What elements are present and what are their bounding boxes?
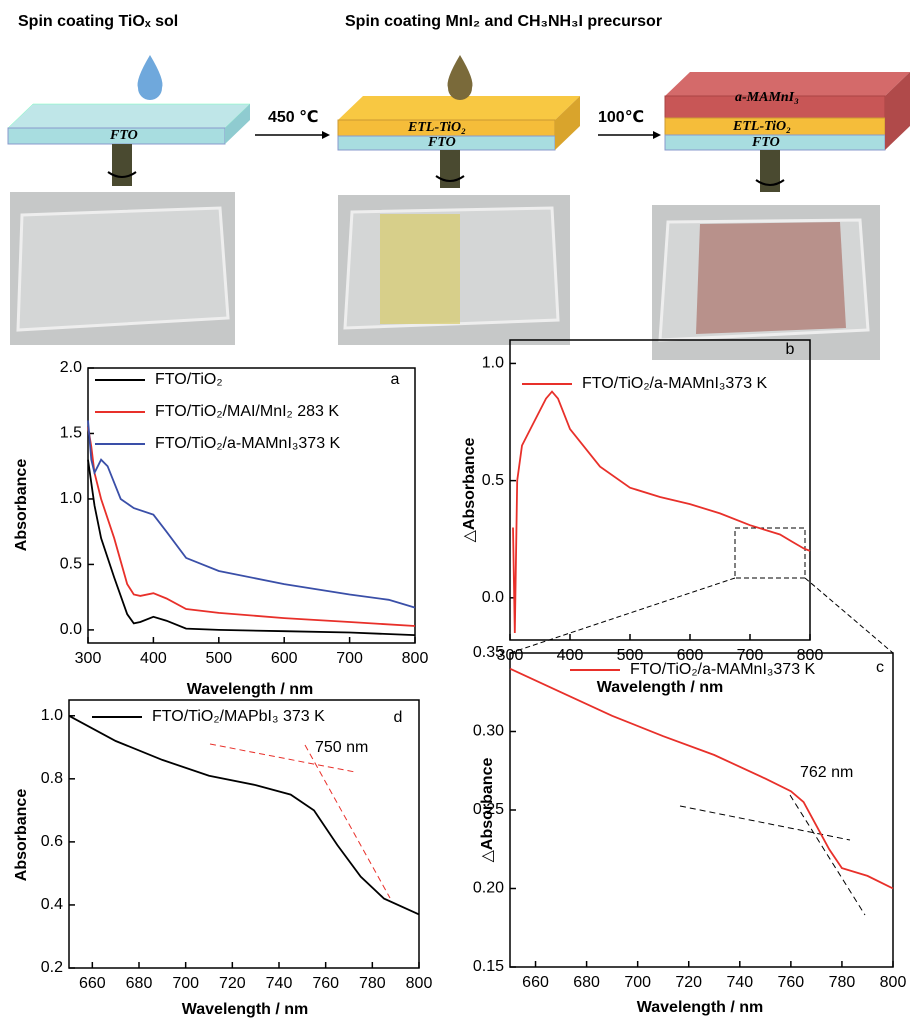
y-tick-label: 0.2 bbox=[41, 959, 63, 976]
arrow-label: 450 ℃ bbox=[268, 109, 319, 126]
x-tick-label: 720 bbox=[219, 975, 246, 992]
x-tick-label: 740 bbox=[726, 974, 753, 991]
x-tick-label: 720 bbox=[675, 974, 702, 991]
y-axis-label: Absorbance bbox=[13, 459, 30, 552]
x-tick-label: 700 bbox=[336, 650, 363, 667]
annotation: 750 nm bbox=[315, 739, 368, 756]
legend-label: FTO/TiO₂/MAI/MnI₂ 283 K bbox=[155, 403, 339, 420]
layer-label: FTO bbox=[751, 135, 780, 150]
layer-label: FTO bbox=[427, 135, 456, 150]
x-tick-label: 660 bbox=[522, 974, 549, 991]
tangent-line bbox=[305, 745, 390, 898]
panel-label: c bbox=[876, 659, 884, 676]
x-tick-label: 780 bbox=[359, 975, 386, 992]
y-tick-label: 1.0 bbox=[482, 355, 504, 372]
y-axis-label: △Absorbance bbox=[461, 438, 478, 543]
x-tick-label: 680 bbox=[126, 975, 153, 992]
y-tick-label: 1.5 bbox=[60, 425, 82, 442]
y-tick-label: 0.8 bbox=[41, 770, 63, 787]
x-tick-label: 740 bbox=[266, 975, 293, 992]
y-tick-label: 0.5 bbox=[482, 472, 504, 489]
x-axis-label: Wavelength / nm bbox=[182, 1001, 309, 1018]
tangent-line bbox=[790, 795, 865, 915]
x-tick-label: 780 bbox=[829, 974, 856, 991]
y-tick-label: 0.4 bbox=[41, 896, 63, 913]
x-tick-label: 700 bbox=[172, 975, 199, 992]
y-axis-label: Absorbance bbox=[13, 789, 30, 882]
panel-label: b bbox=[786, 341, 795, 358]
x-tick-label: 400 bbox=[557, 647, 584, 664]
zoom-guide bbox=[510, 578, 735, 653]
x-tick-label: 680 bbox=[573, 974, 600, 991]
y-tick-label: 0.30 bbox=[473, 723, 504, 740]
legend-label: FTO/TiO₂/a-MAMnI₃373 K bbox=[630, 661, 816, 678]
layer-label: ETL-TiO₂ bbox=[732, 119, 791, 134]
x-tick-label: 800 bbox=[402, 650, 429, 667]
zoom-guide bbox=[805, 578, 893, 653]
y-tick-label: 0.35 bbox=[473, 644, 504, 661]
zoom-box bbox=[735, 528, 805, 578]
annotation: 762 nm bbox=[800, 764, 853, 781]
y-tick-label: 0.6 bbox=[41, 833, 63, 850]
y-tick-label: 0.20 bbox=[473, 880, 504, 897]
y-tick-label: 1.0 bbox=[60, 490, 82, 507]
legend-label: FTO/TiO₂/a-MAMnI₃373 K bbox=[155, 435, 341, 452]
x-axis-label: Wavelength / nm bbox=[597, 679, 724, 696]
y-axis-label: △Absorbance bbox=[479, 758, 496, 863]
arrow-head bbox=[322, 131, 330, 139]
x-tick-label: 760 bbox=[778, 974, 805, 991]
y-tick-label: 2.0 bbox=[60, 359, 82, 376]
y-tick-label: 0.0 bbox=[60, 621, 82, 638]
figure: Spin coating TiOₓ sol Spin coating MnI₂ … bbox=[0, 0, 913, 1019]
step-title: Spin coating MnI₂ and CH₃NH₃I precursor bbox=[345, 13, 662, 30]
x-tick-label: 600 bbox=[271, 650, 298, 667]
y-tick-label: 0.15 bbox=[473, 958, 504, 975]
x-tick-label: 660 bbox=[79, 975, 106, 992]
layer-label: ETL-TiO₂ bbox=[407, 120, 466, 135]
y-tick-label: 1.0 bbox=[41, 707, 63, 724]
x-tick-label: 800 bbox=[880, 974, 907, 991]
legend-label: FTO/TiO₂ bbox=[155, 371, 223, 388]
y-tick-label: 0.5 bbox=[60, 556, 82, 573]
photo bbox=[10, 192, 880, 360]
x-tick-label: 760 bbox=[312, 975, 339, 992]
x-tick-label: 800 bbox=[406, 975, 433, 992]
x-tick-label: 300 bbox=[75, 650, 102, 667]
series-line bbox=[88, 460, 415, 635]
arrow-label: 100℃ bbox=[598, 109, 644, 126]
x-axis-label: Wavelength / nm bbox=[637, 999, 764, 1016]
panel-label: d bbox=[394, 709, 403, 726]
layer-label: a-MAMnI₃ bbox=[735, 90, 799, 105]
legend-label: FTO/TiO₂/a-MAMnI₃373 K bbox=[582, 375, 768, 392]
x-axis-label: Wavelength / nm bbox=[187, 681, 314, 698]
series-line bbox=[513, 392, 810, 633]
layer-label: FTO bbox=[109, 128, 138, 143]
y-tick-label: 0.0 bbox=[482, 589, 504, 606]
x-tick-label: 700 bbox=[624, 974, 651, 991]
arrow-head bbox=[653, 131, 661, 139]
tangent-line bbox=[680, 806, 850, 840]
panel-label: a bbox=[391, 371, 400, 388]
step-title: Spin coating TiOₓ sol bbox=[18, 13, 178, 30]
slab bbox=[8, 55, 250, 186]
x-tick-label: 400 bbox=[140, 650, 167, 667]
x-tick-label: 500 bbox=[205, 650, 232, 667]
legend-label: FTO/TiO₂/MAPbI₃ 373 K bbox=[152, 708, 325, 725]
